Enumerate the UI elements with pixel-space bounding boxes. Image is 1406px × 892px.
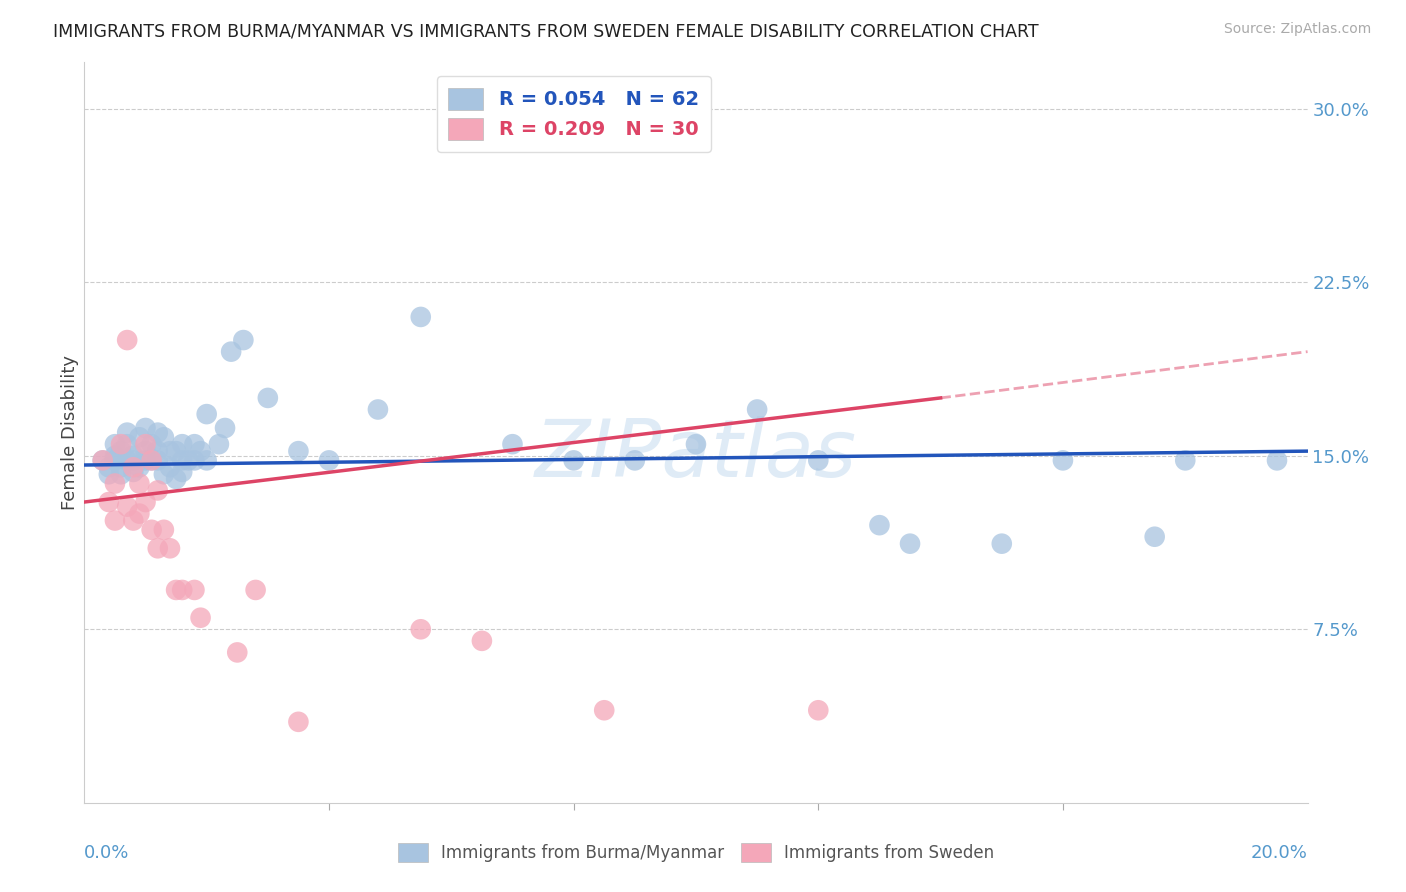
- Point: [141, 437, 163, 451]
- Point: [195, 407, 218, 421]
- Point: [97, 495, 120, 509]
- Point: [146, 483, 169, 498]
- Point: [115, 500, 138, 514]
- Point: [153, 430, 176, 444]
- Point: [685, 437, 707, 451]
- Point: [135, 495, 157, 509]
- Point: [991, 536, 1014, 550]
- Point: [91, 453, 114, 467]
- Point: [172, 453, 194, 467]
- Point: [146, 453, 169, 467]
- Point: [153, 523, 176, 537]
- Point: [1265, 453, 1288, 467]
- Point: [122, 453, 145, 467]
- Point: [97, 460, 120, 475]
- Point: [183, 453, 205, 467]
- Point: [141, 453, 163, 467]
- Point: [172, 437, 194, 451]
- Text: ZIPatlas: ZIPatlas: [534, 416, 858, 494]
- Point: [898, 536, 921, 550]
- Point: [135, 444, 157, 458]
- Point: [190, 610, 212, 624]
- Point: [146, 444, 169, 458]
- Point: [122, 514, 145, 528]
- Point: [190, 444, 212, 458]
- Point: [183, 582, 205, 597]
- Point: [1052, 453, 1074, 467]
- Text: IMMIGRANTS FROM BURMA/MYANMAR VS IMMIGRANTS FROM SWEDEN FEMALE DISABILITY CORREL: IMMIGRANTS FROM BURMA/MYANMAR VS IMMIGRA…: [53, 22, 1039, 40]
- Point: [257, 391, 280, 405]
- Point: [165, 472, 187, 486]
- Point: [1143, 530, 1166, 544]
- Point: [97, 467, 120, 482]
- Point: [128, 507, 150, 521]
- Point: [502, 437, 524, 451]
- Point: [110, 437, 132, 451]
- Point: [135, 437, 157, 451]
- Legend: Immigrants from Burma/Myanmar, Immigrants from Sweden: Immigrants from Burma/Myanmar, Immigrant…: [391, 836, 1001, 869]
- Point: [91, 453, 114, 467]
- Point: [146, 541, 169, 556]
- Point: [409, 622, 432, 636]
- Point: [159, 444, 181, 458]
- Y-axis label: Female Disability: Female Disability: [62, 355, 80, 510]
- Point: [104, 449, 127, 463]
- Point: [177, 453, 200, 467]
- Point: [208, 437, 231, 451]
- Point: [165, 582, 187, 597]
- Point: [226, 645, 249, 659]
- Point: [183, 437, 205, 451]
- Point: [128, 460, 150, 475]
- Text: 20.0%: 20.0%: [1251, 844, 1308, 862]
- Point: [122, 449, 145, 463]
- Point: [318, 453, 340, 467]
- Point: [165, 444, 187, 458]
- Point: [562, 453, 585, 467]
- Point: [110, 460, 132, 475]
- Point: [153, 467, 176, 482]
- Point: [128, 476, 150, 491]
- Point: [135, 421, 157, 435]
- Point: [115, 453, 138, 467]
- Point: [409, 310, 432, 324]
- Point: [122, 460, 145, 475]
- Text: Source: ZipAtlas.com: Source: ZipAtlas.com: [1223, 22, 1371, 37]
- Point: [110, 444, 132, 458]
- Point: [471, 633, 494, 648]
- Point: [214, 421, 236, 435]
- Point: [287, 444, 309, 458]
- Point: [367, 402, 389, 417]
- Point: [115, 437, 138, 451]
- Point: [287, 714, 309, 729]
- Point: [747, 402, 769, 417]
- Point: [807, 703, 830, 717]
- Point: [104, 437, 127, 451]
- Point: [593, 703, 616, 717]
- Point: [807, 453, 830, 467]
- Point: [115, 333, 138, 347]
- Point: [195, 453, 218, 467]
- Point: [141, 523, 163, 537]
- Point: [869, 518, 891, 533]
- Point: [245, 582, 267, 597]
- Point: [110, 467, 132, 482]
- Point: [135, 453, 157, 467]
- Point: [172, 582, 194, 597]
- Point: [104, 514, 127, 528]
- Point: [115, 425, 138, 440]
- Point: [104, 476, 127, 491]
- Point: [104, 453, 127, 467]
- Point: [146, 425, 169, 440]
- Point: [1174, 453, 1197, 467]
- Point: [219, 344, 242, 359]
- Point: [172, 465, 194, 479]
- Point: [624, 453, 647, 467]
- Text: 0.0%: 0.0%: [84, 844, 129, 862]
- Point: [159, 460, 181, 475]
- Point: [141, 453, 163, 467]
- Point: [159, 541, 181, 556]
- Point: [232, 333, 254, 347]
- Point: [122, 465, 145, 479]
- Point: [128, 430, 150, 444]
